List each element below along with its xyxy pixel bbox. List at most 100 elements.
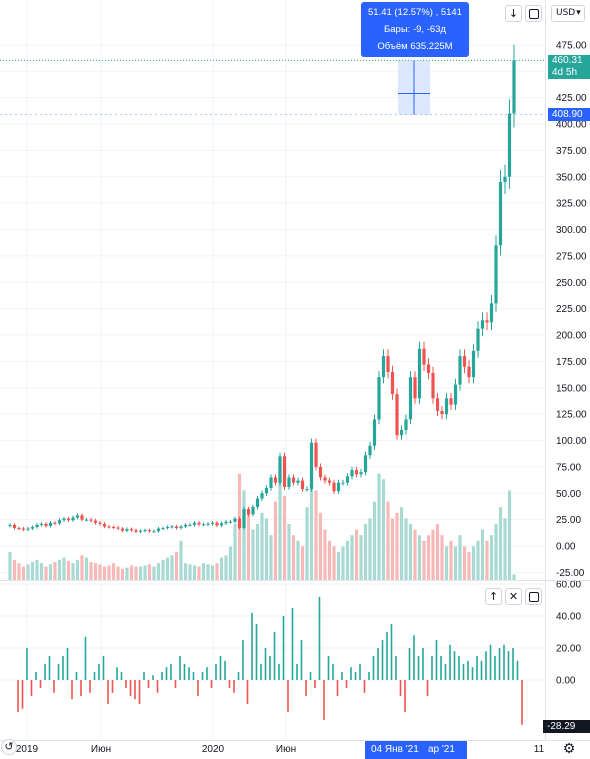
candle-body <box>404 419 408 430</box>
oscillator-bar <box>66 648 69 680</box>
scroll-down-button[interactable]: ↓ <box>505 5 522 22</box>
oscillator-bar <box>62 656 64 680</box>
volume-bar <box>458 535 462 580</box>
volume-bar <box>215 563 219 580</box>
candle-body <box>480 320 485 329</box>
volume-bar <box>246 512 251 580</box>
candle-body <box>242 509 246 529</box>
chevron-down-icon: ▾ <box>576 8 581 18</box>
volume-bar <box>453 546 458 580</box>
candle-body <box>107 526 111 528</box>
oscillator-bar <box>138 680 141 704</box>
price-tick-label: 475.00 <box>556 40 587 51</box>
candle-body <box>125 529 129 531</box>
oscillator-bar <box>305 680 307 696</box>
pane-move-up-button[interactable]: ↑ <box>485 588 502 605</box>
grid-lines <box>0 0 545 740</box>
candle-body <box>417 348 422 399</box>
oscillator-bar <box>399 680 402 696</box>
oscillator-bar <box>296 664 298 680</box>
volume-bar <box>296 540 300 580</box>
volume-bar <box>201 563 206 580</box>
volume-bar <box>260 512 264 580</box>
volume-bar <box>17 563 21 580</box>
volume-bar <box>269 535 273 580</box>
volume-bar <box>125 567 129 580</box>
measure-bars: Бары: -9, -63д <box>384 24 446 35</box>
candle-body <box>341 482 345 484</box>
candle-body <box>102 523 107 527</box>
candle-body <box>170 526 174 528</box>
oscillator-bar <box>35 672 37 680</box>
currency-select[interactable]: USD▾ <box>551 5 585 22</box>
candle-body <box>485 320 489 323</box>
price-tick-label: 350.00 <box>556 172 587 183</box>
chart-settings-button[interactable]: ⚙ <box>561 741 577 757</box>
candle-body <box>372 419 377 446</box>
volume-bar <box>170 555 174 580</box>
volume-bar <box>278 479 282 580</box>
oscillator-bar <box>309 672 312 680</box>
countdown-label: 4d 5h <box>548 67 590 79</box>
volume-bar <box>341 546 345 580</box>
oscillator-bar <box>120 672 123 680</box>
price-tick-label: 400.00 <box>556 120 587 131</box>
candle-body <box>174 526 179 529</box>
candle-body <box>188 524 192 526</box>
gear-icon: ⚙ <box>562 741 576 757</box>
measure-tool[interactable] <box>0 60 545 115</box>
maximize-button[interactable] <box>525 5 542 22</box>
oscillator-bar <box>233 680 235 693</box>
volume-bar <box>111 563 116 580</box>
volume-bar <box>471 546 476 580</box>
oscillator-bar <box>201 672 204 680</box>
volume-bar <box>75 559 80 580</box>
volume-bar <box>102 566 107 580</box>
candle-body <box>228 521 233 523</box>
oscillator-bar <box>363 680 366 693</box>
candle-body <box>507 113 512 177</box>
oscillator-bar <box>318 596 321 680</box>
volume-bar <box>264 518 269 580</box>
candle-body <box>255 498 260 507</box>
candle-body <box>93 520 98 523</box>
candle-body <box>219 523 224 526</box>
candle-body <box>314 442 318 467</box>
candle-body <box>413 377 417 399</box>
pane-close-button[interactable]: ✕ <box>505 588 522 605</box>
oscillator-bar <box>381 640 384 680</box>
candle-body <box>75 515 80 518</box>
oscillator-bar <box>503 644 505 680</box>
measure-change: 51.41 (12.57%) , 5141 <box>367 7 462 18</box>
candle-body <box>156 528 161 532</box>
volume-bar <box>179 540 183 580</box>
oscillator-bar <box>165 667 168 680</box>
candle-body <box>368 445 372 456</box>
candle-body <box>237 518 242 529</box>
candle-body <box>138 530 143 532</box>
oscillator-bar <box>210 680 213 688</box>
oscillator-bar <box>278 664 280 680</box>
candle-body <box>476 328 480 351</box>
oscillator-bar <box>183 664 186 680</box>
oscillator-bar <box>408 648 411 680</box>
candle-body <box>354 470 359 475</box>
reset-chart-button[interactable]: ↺ <box>1 739 17 755</box>
oscillator-bar <box>323 680 325 720</box>
oscillator-bar <box>386 632 388 680</box>
volume-bar <box>462 546 467 580</box>
volume-bar <box>408 524 413 580</box>
candle-body <box>273 477 278 483</box>
candle-body <box>305 489 309 491</box>
price-tick-label: 125.00 <box>556 410 587 421</box>
oscillator-bar <box>494 656 496 680</box>
volume-bar <box>498 507 503 580</box>
volume-bar <box>435 524 440 580</box>
oscillator-bar <box>161 672 163 680</box>
candle-body <box>129 529 134 531</box>
oscillator-bar <box>84 636 87 680</box>
pane-maximize-button[interactable] <box>525 588 542 605</box>
oscillator-bar <box>332 664 334 680</box>
oscillator-bar <box>521 680 523 725</box>
